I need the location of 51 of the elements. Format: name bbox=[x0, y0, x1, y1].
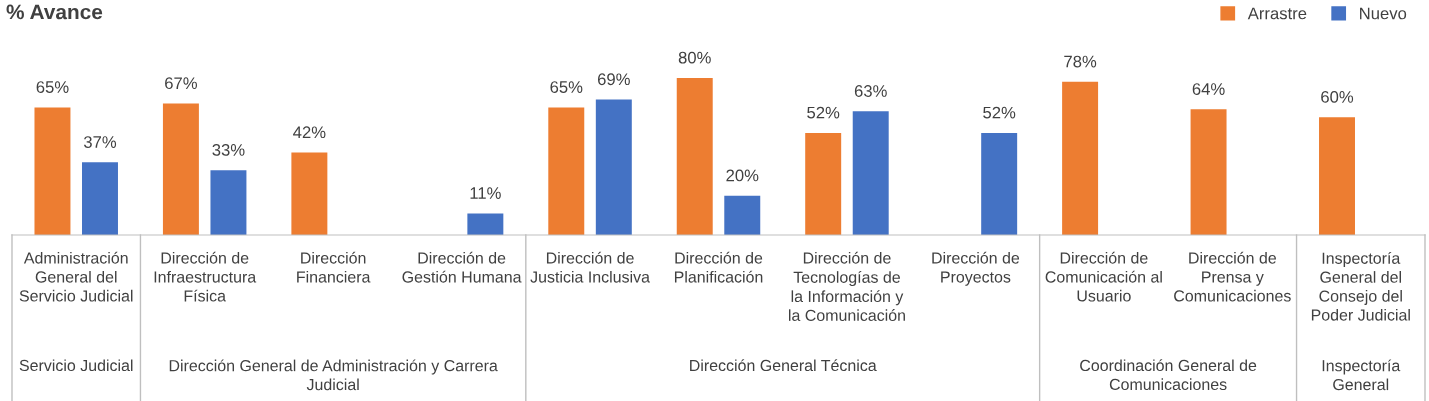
bar bbox=[595, 99, 632, 235]
legend-label: Arrastre bbox=[1247, 7, 1307, 20]
bar bbox=[548, 107, 585, 235]
data-label: 78% bbox=[1064, 55, 1097, 68]
x-tick-label: Dirección de Infraestructura Física bbox=[154, 251, 257, 302]
data-label: 63% bbox=[854, 85, 887, 97]
data-label: 65% bbox=[550, 81, 583, 93]
bar bbox=[724, 195, 761, 235]
bar bbox=[82, 162, 118, 235]
bar bbox=[210, 170, 247, 235]
data-label: 33% bbox=[212, 144, 245, 156]
data-label: 11% bbox=[470, 187, 501, 199]
text: Dirección General Técnica bbox=[690, 359, 877, 372]
bar bbox=[1062, 81, 1099, 235]
bar bbox=[805, 132, 842, 235]
bar bbox=[676, 77, 713, 235]
data-label: 65% bbox=[36, 81, 69, 93]
x-tick-label: Inspectoría General del Consejo del Poder Judicial bbox=[1311, 251, 1410, 321]
text: Servicio Judicial bbox=[19, 359, 133, 372]
legend-label: Nuevo bbox=[1360, 7, 1407, 20]
text: Dirección General de Administración y Carrera Judicial bbox=[169, 359, 498, 391]
text: Coordinación General de Comunicaciones bbox=[1080, 359, 1257, 391]
bar bbox=[291, 152, 328, 235]
data-label: 67% bbox=[165, 77, 197, 90]
data-label: 69% bbox=[597, 73, 630, 86]
data-label: 80% bbox=[678, 51, 711, 64]
bar bbox=[1190, 109, 1227, 235]
bar bbox=[162, 103, 199, 235]
x-tick-label: Dirección de Comunicación al Usuario bbox=[1045, 251, 1162, 302]
x-tick-label: Dirección de Proyectos bbox=[932, 251, 1020, 286]
x-tick-label: Dirección de Tecnologías de la Información y la Comunicación bbox=[789, 251, 905, 322]
chart-title: % Avance bbox=[6, 4, 103, 20]
bar bbox=[1319, 117, 1355, 235]
bar bbox=[981, 132, 1018, 235]
bar bbox=[852, 111, 889, 235]
x-tick-label: Administración General del Servicio Judicial bbox=[19, 251, 133, 302]
x-tick-label: Dirección Financiera bbox=[297, 251, 371, 283]
data-label: 52% bbox=[807, 106, 840, 119]
x-tick-label: Dirección de Prensa y Comunicaciones bbox=[1174, 251, 1291, 302]
data-label: 20% bbox=[726, 169, 759, 182]
data-label: 64% bbox=[1192, 83, 1225, 95]
data-label: 42% bbox=[293, 126, 326, 139]
text: Inspectoría General bbox=[1322, 359, 1401, 391]
bar bbox=[34, 107, 71, 235]
data-label: 52% bbox=[983, 106, 1016, 119]
x-tick-label: Dirección de Planificación bbox=[674, 251, 763, 283]
x-tick-label: Dirección de Gestión Humana bbox=[402, 251, 522, 283]
data-label: 60% bbox=[1321, 91, 1354, 103]
bar bbox=[467, 213, 504, 235]
data-label: 37% bbox=[83, 136, 117, 148]
x-tick-label: Dirección de Justicia Inclusiva bbox=[530, 251, 650, 283]
